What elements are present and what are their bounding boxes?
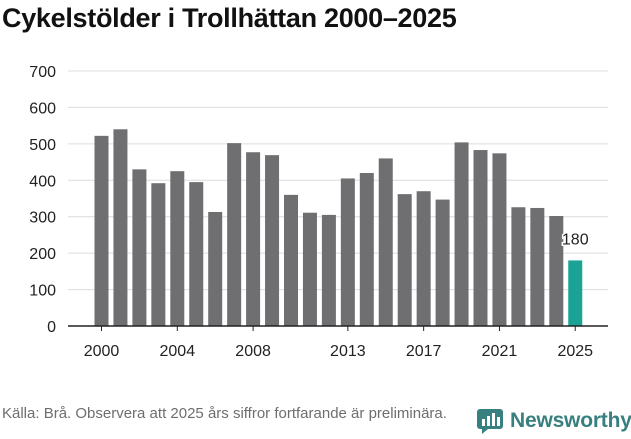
y-tick-label-200: 200 bbox=[29, 246, 56, 263]
bar-2024 bbox=[549, 215, 564, 326]
bar-2010 bbox=[284, 194, 298, 326]
bars bbox=[94, 129, 583, 326]
y-tick-label-0: 0 bbox=[47, 319, 56, 336]
bar-2013 bbox=[340, 178, 355, 326]
source-note: Källa: Brå. Observera att 2025 års siffr… bbox=[2, 405, 447, 422]
y-tick-label-300: 300 bbox=[29, 210, 56, 227]
bar-2018 bbox=[435, 199, 450, 326]
x-tick-label-2021: 2021 bbox=[482, 343, 518, 360]
bar-2023 bbox=[530, 207, 545, 326]
bar-2017 bbox=[416, 191, 431, 326]
x-tick-label-2013: 2013 bbox=[330, 343, 366, 360]
newsworthy-logo-icon bbox=[477, 409, 503, 434]
bar-2009 bbox=[265, 155, 280, 326]
x-tick-label-2025: 2025 bbox=[557, 343, 593, 360]
y-tick-label-500: 500 bbox=[29, 137, 56, 154]
bar-2025 bbox=[568, 260, 583, 326]
gridlines bbox=[68, 70, 608, 291]
chart-title: Cykelstölder i Trollhättan 2000–2025 bbox=[2, 3, 457, 33]
bar-2014 bbox=[359, 173, 374, 326]
bar-2005 bbox=[189, 182, 204, 326]
brand-name: Newsworthy bbox=[510, 409, 631, 432]
bar-2020 bbox=[473, 150, 488, 326]
bar-2003 bbox=[151, 183, 166, 326]
bar-2016 bbox=[397, 194, 412, 326]
brand-logo: Newsworthy bbox=[476, 407, 631, 435]
x-tick-label-2017: 2017 bbox=[406, 343, 442, 360]
y-axis-ticks: 0 100 200 300 400 500 600 700 bbox=[29, 64, 56, 336]
bar-2012 bbox=[321, 214, 336, 326]
y-tick-label-100: 100 bbox=[29, 283, 56, 300]
bar-2001 bbox=[113, 129, 128, 326]
y-tick-label-400: 400 bbox=[29, 173, 56, 190]
x-tick-label-2000: 2000 bbox=[84, 343, 120, 360]
x-tick-label-2004: 2004 bbox=[160, 343, 196, 360]
bar-2007 bbox=[227, 143, 242, 326]
bar-2011 bbox=[302, 212, 317, 326]
bar-2006 bbox=[208, 211, 223, 326]
bar-2015 bbox=[378, 158, 393, 326]
bar-2019 bbox=[454, 142, 469, 326]
y-tick-label-700: 700 bbox=[29, 64, 56, 81]
bar-2002 bbox=[132, 169, 147, 326]
y-tick-label-600: 600 bbox=[29, 100, 56, 117]
data-label-2025: 180 bbox=[562, 231, 589, 248]
bar-2008 bbox=[246, 152, 261, 326]
bar-2004 bbox=[170, 171, 185, 326]
x-axis: 2000 2004 2008 2013 2017 2021 2025 bbox=[68, 325, 608, 360]
bar-2021 bbox=[492, 153, 507, 326]
annotations: 180 bbox=[560, 230, 590, 250]
bar-2022 bbox=[511, 207, 526, 326]
x-tick-label-2008: 2008 bbox=[235, 343, 271, 360]
bar-2000 bbox=[94, 135, 109, 326]
